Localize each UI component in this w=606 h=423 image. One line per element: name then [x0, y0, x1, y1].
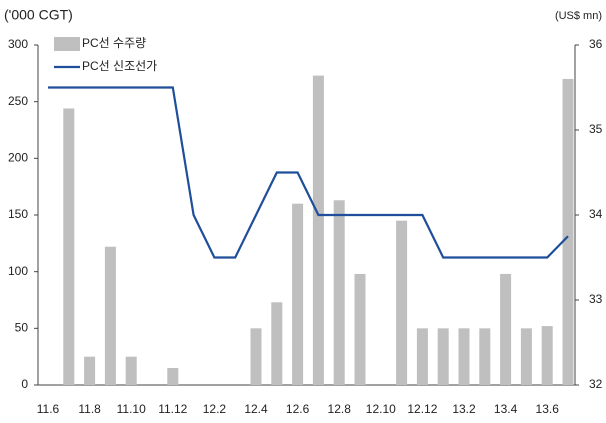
bar: [125, 356, 137, 385]
bar: [416, 328, 428, 385]
y-tick-label: 50: [15, 321, 29, 335]
bar: [500, 273, 512, 385]
x-tick-label: 11.8: [78, 402, 101, 416]
y-axis-title: ('000 CGT): [4, 7, 73, 23]
bar: [271, 302, 283, 385]
x-tick-label: 12.10: [366, 402, 396, 416]
y-tick-label: 200: [8, 151, 28, 165]
x-tick-label: 12.12: [407, 402, 437, 416]
y2-tick-label: 35: [589, 122, 603, 136]
y2-tick-label: 34: [589, 207, 603, 221]
y-tick-label: 250: [8, 94, 28, 108]
bar: [333, 200, 345, 385]
y-tick-label: 100: [8, 264, 28, 278]
y2-tick-label: 36: [589, 37, 603, 51]
bar: [437, 328, 449, 385]
bar: [562, 79, 574, 385]
bar: [167, 368, 179, 385]
y2-tick-label: 32: [589, 377, 603, 391]
x-tick-label: 13.2: [452, 402, 476, 416]
bar: [458, 328, 470, 385]
x-tick-label: 12.2: [203, 402, 227, 416]
bar: [250, 328, 262, 385]
bar: [479, 328, 491, 385]
x-tick-label: 13.6: [536, 402, 560, 416]
bar: [520, 328, 532, 385]
y2-axis-title: (US$ mn): [555, 10, 602, 22]
line: [48, 86, 569, 259]
x-tick-label: 11.12: [158, 402, 187, 416]
y2-tick-label: 33: [589, 292, 603, 306]
bar: [104, 246, 116, 385]
bar: [63, 108, 75, 385]
bar: [312, 75, 324, 385]
y-tick-label: 150: [8, 207, 28, 221]
x-tick-label: 11.6: [37, 402, 60, 416]
bar: [84, 356, 96, 385]
x-tick-label: 13.4: [494, 402, 518, 416]
bar: [396, 220, 408, 385]
legend-label: PC선 신조선가: [82, 59, 157, 73]
x-tick-label: 12.8: [328, 402, 352, 416]
bar: [541, 326, 553, 385]
x-tick-label: 12.4: [244, 402, 268, 416]
legend-swatch: [54, 37, 80, 51]
y-tick-label: 300: [8, 37, 28, 51]
x-tick-label: 11.10: [117, 402, 146, 416]
bar: [354, 273, 366, 385]
x-tick-label: 12.6: [286, 402, 310, 416]
bar: [292, 203, 304, 385]
y-tick-label: 0: [21, 377, 28, 391]
legend-label: PC선 수주량: [82, 36, 146, 50]
